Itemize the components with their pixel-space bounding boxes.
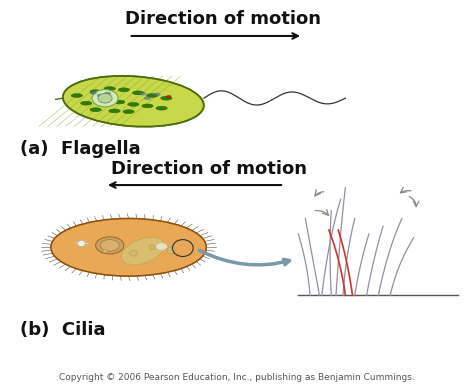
Ellipse shape xyxy=(104,92,111,95)
Ellipse shape xyxy=(51,219,206,276)
Circle shape xyxy=(103,249,108,253)
Circle shape xyxy=(149,245,155,250)
Ellipse shape xyxy=(118,88,129,92)
Ellipse shape xyxy=(123,110,134,113)
Ellipse shape xyxy=(104,87,116,91)
Ellipse shape xyxy=(71,94,82,98)
Ellipse shape xyxy=(63,76,204,127)
Ellipse shape xyxy=(142,104,153,108)
Ellipse shape xyxy=(97,94,104,97)
Ellipse shape xyxy=(156,243,167,250)
Ellipse shape xyxy=(100,99,111,103)
Ellipse shape xyxy=(90,90,101,94)
Ellipse shape xyxy=(100,240,119,251)
Ellipse shape xyxy=(161,96,172,100)
Text: (b)  Cilia: (b) Cilia xyxy=(20,321,106,339)
Circle shape xyxy=(167,247,175,254)
Text: Copyright © 2006 Pearson Education, Inc., publishing as Benjamin Cummings.: Copyright © 2006 Pearson Education, Inc.… xyxy=(59,373,415,382)
Ellipse shape xyxy=(90,108,101,112)
Ellipse shape xyxy=(146,94,158,98)
Text: Direction of motion: Direction of motion xyxy=(125,10,321,28)
Circle shape xyxy=(78,240,85,247)
Ellipse shape xyxy=(139,92,146,95)
Text: (a)  Flagella: (a) Flagella xyxy=(20,140,141,158)
Ellipse shape xyxy=(156,106,167,110)
Ellipse shape xyxy=(92,89,118,107)
Circle shape xyxy=(129,250,137,256)
Text: Direction of motion: Direction of motion xyxy=(111,159,307,178)
Ellipse shape xyxy=(96,237,124,254)
Ellipse shape xyxy=(154,93,160,96)
Ellipse shape xyxy=(128,103,139,106)
Ellipse shape xyxy=(90,91,97,94)
Ellipse shape xyxy=(81,101,92,105)
Ellipse shape xyxy=(121,237,164,265)
Ellipse shape xyxy=(132,91,144,95)
Ellipse shape xyxy=(109,109,120,113)
Ellipse shape xyxy=(166,95,171,98)
Ellipse shape xyxy=(98,93,112,103)
Ellipse shape xyxy=(114,100,125,104)
Ellipse shape xyxy=(144,97,151,100)
